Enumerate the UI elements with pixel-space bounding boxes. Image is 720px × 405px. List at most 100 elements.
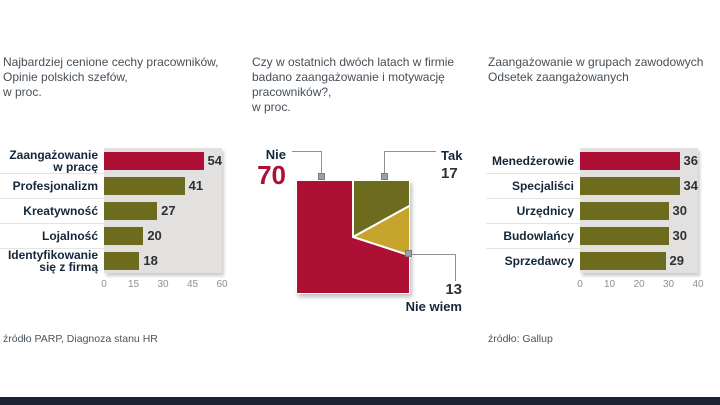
bar-row: 41	[104, 173, 222, 198]
left-chart-source: źródło PARP, Diagnoza stanu HR	[3, 333, 158, 345]
category-label-line: w pracę	[53, 159, 98, 174]
axis-tick: 30	[662, 279, 675, 290]
middle-chart-title-line: pracowników?,	[252, 85, 332, 99]
axis-tick: 0	[577, 279, 583, 290]
category-label: Sprzedawcy	[486, 248, 580, 273]
bar-row: 29	[580, 248, 698, 273]
bar-value: 34	[683, 178, 698, 193]
bar	[104, 226, 144, 245]
axis-tick: 20	[633, 279, 645, 290]
left-chart-title-line: Opinie polskich szefów,	[3, 70, 128, 84]
middle-chart-title: Czy w ostatnich dwóch latach w firmie ba…	[252, 55, 484, 115]
category-label: Budowlańcy	[486, 223, 580, 248]
category-label-line: Lojalność	[41, 229, 98, 243]
pie-label-tak: Tak 17	[441, 148, 462, 182]
leader-marker	[318, 173, 325, 180]
axis-tick: 0	[101, 279, 107, 290]
bar-row: 18	[104, 248, 222, 273]
bar-value: 30	[672, 228, 687, 243]
leader-line-tak	[384, 151, 385, 177]
bar-row: 27	[104, 198, 222, 223]
leader-marker	[381, 173, 388, 180]
bar-value: 29	[669, 253, 685, 268]
category-label: Kreatywność	[0, 198, 104, 223]
pie-label-value: 13	[445, 281, 462, 298]
right-chart-x-axis: 0 10 20 30 40	[577, 279, 703, 291]
footer-bar	[0, 397, 720, 405]
pie-slice-nie	[296, 180, 410, 294]
leader-marker	[405, 250, 412, 257]
bar	[580, 176, 680, 195]
category-label-line: Kreatywność	[23, 204, 98, 218]
axis-tick: 15	[127, 279, 140, 290]
pie-label-nie-wiem: 13 Nie wiem	[398, 281, 462, 314]
bar	[104, 151, 204, 170]
square-pie-chart	[296, 180, 410, 294]
axis-tick: 60	[216, 279, 228, 290]
category-label: Profesjonalizm	[0, 173, 104, 198]
bar-row: 34	[580, 173, 698, 198]
bar-row: 54	[104, 148, 222, 173]
pie-label-value: 70	[257, 160, 286, 190]
right-chart-source: źródło: Gallup	[488, 333, 553, 345]
left-chart-title: Najbardziej cenione cechy pracowników, O…	[3, 55, 241, 100]
leader-line-nie-wiem	[412, 254, 456, 255]
bar	[104, 201, 158, 220]
category-label-line: Budowlańcy	[503, 229, 574, 243]
bar-value: 30	[672, 203, 687, 218]
bar-value: 20	[147, 228, 162, 243]
left-chart-plot-area: 54 41 27 20 18	[104, 148, 222, 273]
category-label: Lojalność	[0, 223, 104, 248]
left-chart-title-line: Najbardziej cenione cechy pracowników,	[3, 55, 219, 69]
category-label: Zaangażowanie w pracę	[0, 148, 104, 173]
category-label: Identyfikowanie się z firmą	[0, 248, 104, 273]
middle-chart-title-line: badano zaangażowanie i motywację	[252, 70, 445, 84]
right-bar-chart: Menedżerowie Specjaliści Urzędnicy Budow…	[486, 148, 704, 290]
bar-value: 27	[161, 203, 176, 218]
category-label-line: Identyfikowanie	[7, 248, 98, 262]
category-label: Specjaliści	[486, 173, 580, 198]
bar	[580, 151, 680, 170]
axis-tick: 40	[692, 279, 704, 290]
bar	[580, 226, 669, 245]
pie-label-text: Tak	[441, 148, 463, 163]
pie-label-text: Nie	[265, 147, 286, 162]
right-chart-category-labels: Menedżerowie Specjaliści Urzędnicy Budow…	[486, 148, 580, 273]
axis-tick: 10	[603, 279, 616, 290]
left-bar-chart: Zaangażowanie w pracę Profesjonalizm Krea…	[0, 148, 228, 290]
axis-tick: 30	[157, 279, 169, 290]
bar-row: 30	[580, 223, 698, 248]
left-chart-title-line: w proc.	[3, 85, 42, 99]
bar	[104, 251, 140, 270]
leader-line-nie-wiem	[455, 254, 456, 281]
bar	[580, 201, 669, 220]
right-chart-title-line: Zaangażowanie w grupach zawodowych	[488, 55, 704, 69]
right-chart-plot-area: 36 34 30 30 29	[580, 148, 698, 273]
pie-label-text: Nie wiem	[405, 299, 462, 314]
middle-chart-title-line: w proc.	[252, 100, 291, 114]
bar-row: 20	[104, 223, 222, 248]
category-label-line: Profesjonalizm	[12, 179, 98, 193]
category-label-line: Urzędnicy	[516, 204, 574, 218]
leader-line-tak	[384, 151, 436, 152]
category-label-line: Menedżerowie	[491, 153, 574, 168]
bar-row: 36	[580, 148, 698, 173]
right-chart-title: Zaangażowanie w grupach zawodowych Odset…	[488, 55, 720, 85]
bar-value: 18	[143, 253, 158, 268]
category-label: Menedżerowie	[486, 148, 580, 173]
bar-value: 54	[207, 153, 222, 168]
middle-chart-title-line: Czy w ostatnich dwóch latach w firmie	[252, 55, 455, 69]
axis-tick: 45	[186, 279, 199, 290]
bar-value: 36	[683, 153, 698, 168]
bar-value: 41	[188, 178, 204, 193]
bar	[580, 251, 666, 270]
pie-label-value: 17	[441, 165, 458, 182]
leader-line-nie	[321, 151, 322, 177]
leader-line-nie	[292, 151, 322, 152]
pie-label-nie: Nie 70	[238, 147, 286, 189]
category-label-line: się z firmą	[39, 260, 98, 274]
category-label: Urzędnicy	[486, 198, 580, 223]
category-label-line: Specjaliści	[511, 179, 574, 193]
category-label-line: Zaangażowanie	[9, 147, 98, 162]
right-chart-title-line: Odsetek zaangażowanych	[488, 70, 629, 84]
